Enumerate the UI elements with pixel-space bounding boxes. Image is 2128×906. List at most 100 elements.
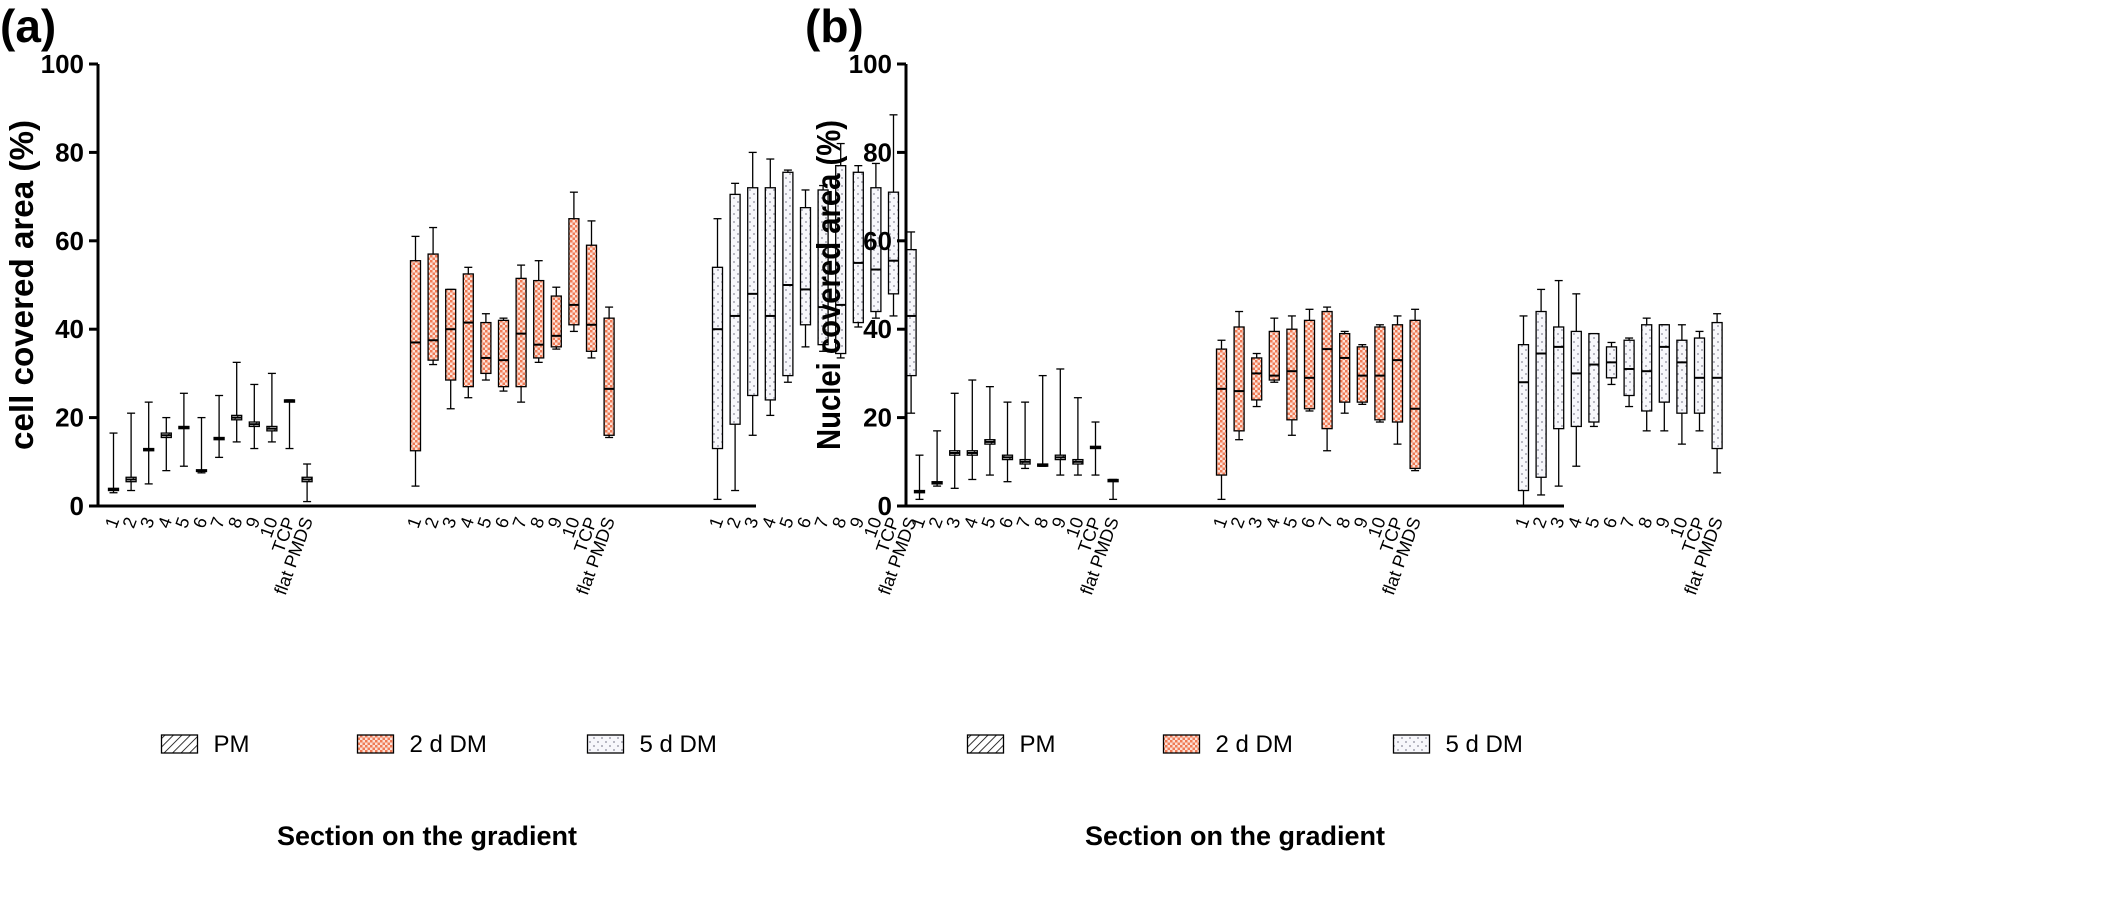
box-plot: [1570, 293, 1582, 467]
box-plot: [515, 264, 527, 403]
box: [1339, 332, 1351, 403]
legend-label: 2 d DM: [1216, 731, 1293, 758]
legend-swatch: [356, 734, 395, 754]
box-plot: [409, 235, 422, 487]
box: [603, 317, 615, 436]
box-plot: [966, 379, 978, 481]
y-tick-label: 60: [55, 226, 84, 256]
box-plot: [1623, 337, 1635, 408]
box: [1553, 326, 1565, 430]
box-plot: [1215, 339, 1228, 501]
box-plot: [231, 361, 243, 443]
box-plot: [799, 189, 812, 348]
box: [764, 187, 776, 401]
box: [1268, 330, 1280, 381]
legend-label: 2 d DM: [410, 731, 487, 758]
box: [835, 165, 847, 355]
box-plot: [1356, 344, 1368, 405]
box: [852, 171, 864, 324]
y-axis-label: Nuclei covered area (%): [810, 120, 847, 450]
y-tick-label: 60: [863, 226, 892, 256]
legend-swatch: [1162, 734, 1201, 754]
legend-swatch: [966, 734, 1005, 754]
box: [1588, 332, 1600, 423]
box-plot: [143, 401, 155, 485]
y-tick-label: 100: [849, 49, 892, 79]
box-plot: [852, 165, 864, 328]
box: [729, 193, 741, 425]
box: [1233, 326, 1245, 432]
box-plot: [870, 162, 882, 319]
box: [1391, 324, 1404, 423]
box-plot: [1641, 317, 1653, 432]
box: [1676, 339, 1688, 414]
box: [1303, 319, 1316, 410]
box: [1623, 339, 1635, 397]
box: [480, 321, 492, 375]
legend-item: 5 d DM: [586, 731, 717, 758]
box-plot: [1374, 324, 1386, 423]
box: [799, 206, 812, 326]
box-plot: [1658, 324, 1670, 432]
y-tick-label: 20: [863, 403, 892, 433]
box: [409, 260, 422, 452]
box-plot: [213, 394, 225, 459]
box: [887, 191, 900, 295]
box: [1641, 324, 1653, 412]
box-plot: [1339, 330, 1351, 414]
box-plot: [1054, 368, 1066, 476]
box: [550, 295, 562, 348]
box-plot: [729, 182, 741, 492]
box: [1711, 321, 1723, 450]
box-plot: [585, 220, 598, 359]
box-plot: [1535, 288, 1547, 496]
legend-swatch: [160, 734, 199, 754]
box: [427, 253, 439, 361]
y-tick-label: 0: [878, 491, 892, 521]
box: [1570, 330, 1582, 428]
box-plot: [480, 313, 492, 381]
box-plot: [1251, 352, 1263, 408]
box: [445, 288, 457, 381]
box: [497, 319, 510, 388]
box-plot: [1321, 306, 1333, 452]
box-plot: [107, 432, 120, 494]
box-plot: [1409, 308, 1421, 472]
box: [1356, 346, 1368, 403]
box: [870, 187, 882, 313]
box: [905, 248, 917, 377]
box-plot: [1711, 313, 1723, 474]
y-tick-label: 80: [55, 137, 84, 167]
box-plot: [1517, 315, 1530, 507]
legend-item: 2 d DM: [356, 731, 487, 758]
box: [1517, 344, 1530, 492]
legend-swatch: [1392, 734, 1431, 754]
box-plot: [887, 114, 900, 317]
box: [1658, 324, 1670, 403]
box: [1409, 319, 1421, 470]
box-plot: [195, 416, 208, 474]
box-plot: [283, 399, 296, 450]
box-plot: [125, 412, 137, 492]
legend-label: PM: [214, 731, 250, 758]
box-plot: [550, 286, 562, 350]
box: [1321, 310, 1333, 430]
box: [1286, 328, 1298, 421]
legend-swatch: [586, 734, 625, 754]
legend-label: 5 d DM: [1446, 731, 1523, 758]
box-plot: [248, 383, 260, 450]
box-plot: [949, 392, 961, 489]
box-plot: [1037, 374, 1049, 467]
box: [462, 273, 474, 388]
box-plot: [1089, 421, 1102, 476]
box: [585, 244, 598, 352]
box-plot: [178, 392, 190, 467]
box-plot: [1268, 317, 1280, 383]
box: [515, 277, 527, 388]
box-plot: [266, 372, 278, 443]
box: [568, 218, 580, 326]
box-plot: [301, 463, 313, 503]
box-plot: [984, 386, 996, 476]
box-plot: [711, 218, 724, 501]
